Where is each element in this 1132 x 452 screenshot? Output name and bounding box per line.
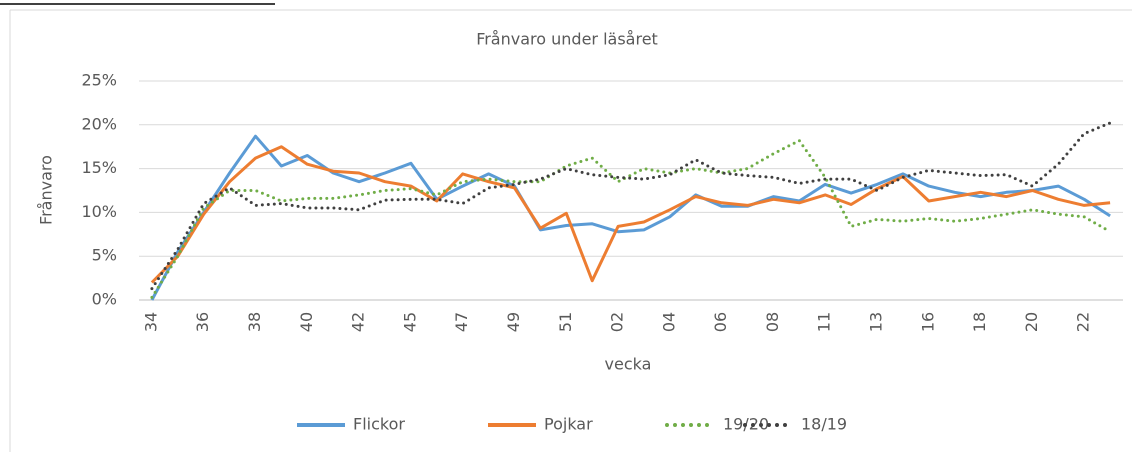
- series-line: [150, 121, 1112, 291]
- x-tick-label: 18: [970, 312, 989, 332]
- legend-label: Flickor: [353, 415, 405, 434]
- legend-label: 18/19: [801, 415, 847, 434]
- y-tick-label: 20%: [81, 114, 117, 133]
- x-axis-label: vecka: [605, 355, 652, 374]
- series-line: [150, 145, 1111, 284]
- x-tick-label: 49: [504, 312, 523, 332]
- y-tick-label: 15%: [81, 158, 117, 177]
- x-tick-label: 04: [659, 312, 678, 332]
- y-axis-label: Frånvaro: [37, 155, 56, 225]
- x-tick-label: 40: [297, 312, 316, 332]
- series-line: [150, 139, 1112, 299]
- y-tick-label: 25%: [81, 71, 117, 90]
- x-tick-label: 42: [349, 312, 368, 332]
- x-tick-label: 06: [711, 312, 730, 332]
- x-tick-label: 38: [245, 312, 264, 332]
- chart-title: Frånvaro under läsåret: [476, 30, 658, 49]
- legend-label: Pojkar: [544, 415, 593, 434]
- series-line: [150, 134, 1111, 301]
- x-tick-label: 13: [867, 312, 886, 332]
- y-tick-label: 5%: [92, 246, 117, 265]
- x-tick-label: 20: [1022, 312, 1041, 332]
- x-tick-label: 36: [193, 312, 212, 332]
- x-tick-label: 51: [556, 312, 575, 332]
- x-tick-label: 45: [400, 312, 419, 332]
- y-tick-label: 0%: [92, 290, 117, 309]
- x-tick-label: 47: [452, 312, 471, 332]
- x-tick-label: 34: [141, 312, 160, 332]
- y-tick-label: 10%: [81, 202, 117, 221]
- x-tick-label: 11: [815, 312, 834, 332]
- x-tick-label: 22: [1074, 312, 1093, 332]
- x-tick-label: 16: [918, 312, 937, 332]
- x-tick-label: 08: [763, 312, 782, 332]
- x-tick-label: 02: [608, 312, 627, 332]
